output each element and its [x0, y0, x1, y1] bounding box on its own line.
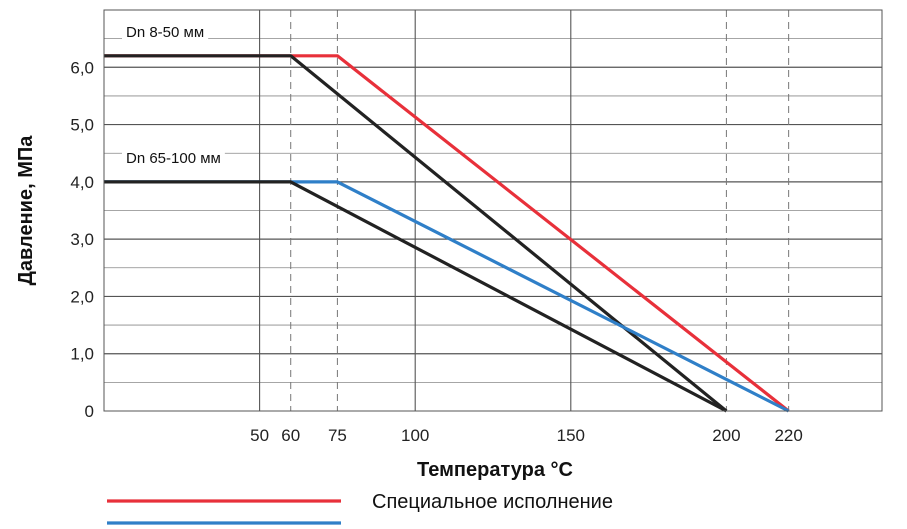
y-tick-label: 4,0	[70, 173, 94, 192]
y-tick-label: 6,0	[70, 58, 94, 77]
y-tick-label: 5,0	[70, 116, 94, 135]
y-tick-label: 0	[85, 402, 94, 421]
y-axis-title: Давление, МПа	[15, 135, 37, 286]
y-tick-label: 3,0	[70, 230, 94, 249]
x-tick-label: 200	[712, 426, 740, 445]
x-tick-label: 150	[557, 426, 585, 445]
annotation-label: Dn 65-100 мм	[126, 150, 221, 167]
y-tick-label: 2,0	[70, 287, 94, 306]
series-group	[104, 54, 790, 413]
plot-frame	[103, 9, 883, 412]
annotations: Dn 8-50 мм Dn 65-100 мм	[122, 21, 225, 168]
x-tick-label: 220	[774, 426, 802, 445]
y-tick-labels: 0 1,0 2,0 3,0 4,0 5,0 6,0	[70, 58, 94, 421]
annotation-bg	[122, 21, 209, 42]
x-axis-title: Температура °C	[417, 459, 573, 481]
y-tick-label: 1,0	[70, 345, 94, 364]
annotation-bg	[122, 147, 225, 168]
legend: Специальное исполнение	[107, 491, 613, 525]
series-line	[104, 180, 728, 413]
grid	[104, 10, 882, 411]
series-line	[104, 54, 728, 413]
x-tick-label: 75	[328, 426, 347, 445]
x-tick-label: 60	[281, 426, 300, 445]
x-tick-label: 100	[401, 426, 429, 445]
x-tick-labels: 50 60 75 100 150 200 220	[250, 426, 803, 445]
annotation-label: Dn 8-50 мм	[126, 24, 204, 41]
legend-label: Специальное исполнение	[372, 491, 613, 513]
x-tick-label: 50	[250, 426, 269, 445]
